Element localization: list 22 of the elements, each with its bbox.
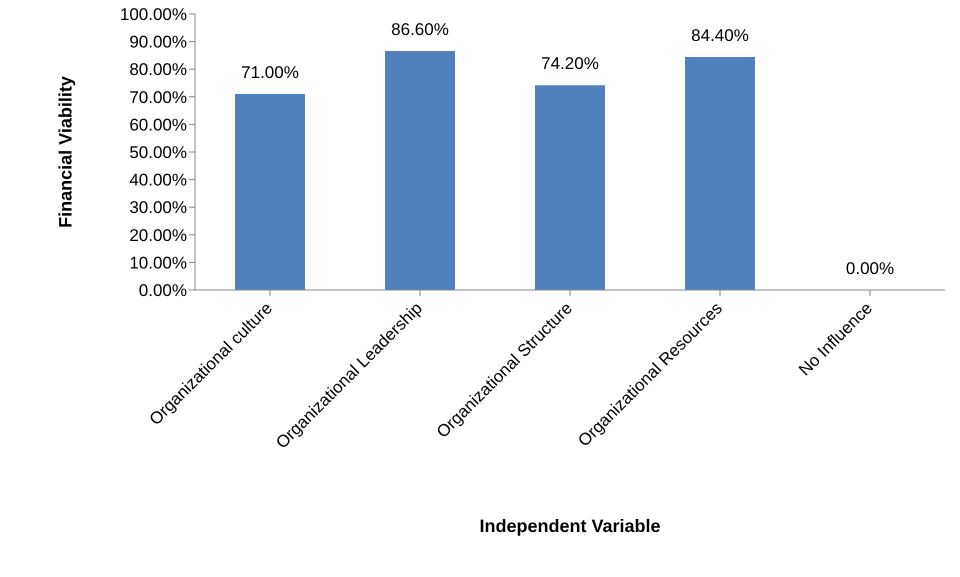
bar: [535, 85, 605, 290]
data-label: 86.60%: [391, 20, 449, 39]
x-axis-title: Independent Variable: [479, 516, 661, 536]
data-label: 84.40%: [691, 26, 749, 46]
y-tick-label: 50.00%: [129, 143, 187, 162]
data-label: 74.20%: [541, 54, 599, 74]
y-tick-label: 70.00%: [129, 88, 187, 107]
y-tick-label: 10.00%: [129, 253, 187, 272]
data-label: 71.00%: [241, 63, 299, 82]
data-label: 0.00%: [846, 259, 894, 278]
bar: [235, 94, 305, 290]
y-tick-label: 0.00%: [138, 281, 187, 300]
y-tick-label: 90.00%: [129, 32, 187, 52]
y-tick-label: 20.00%: [129, 226, 187, 245]
y-tick-label: 60.00%: [129, 115, 187, 134]
bar: [385, 50, 455, 290]
y-tick-label: 40.00%: [129, 170, 187, 190]
bar: [685, 57, 755, 290]
y-axis-title: Financial Viability: [55, 76, 76, 228]
y-tick-label: 80.00%: [129, 60, 187, 80]
y-tick-label: 30.00%: [129, 198, 187, 218]
y-tick-label: 100.00%: [120, 5, 187, 24]
